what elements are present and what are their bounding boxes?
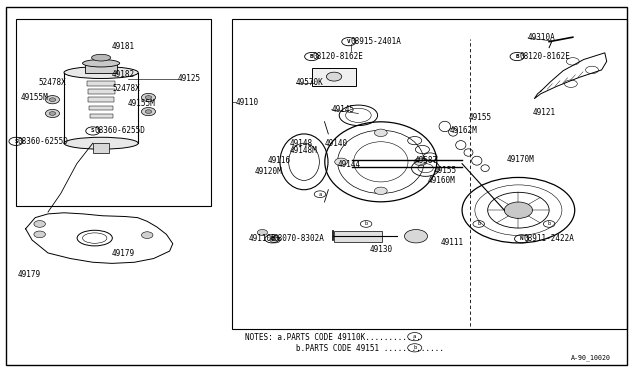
Text: 08070-8302A: 08070-8302A: [274, 234, 324, 243]
Ellipse shape: [64, 137, 138, 149]
Text: 49144: 49144: [338, 160, 361, 169]
Text: 49116: 49116: [268, 156, 291, 165]
Text: B: B: [515, 54, 519, 59]
Text: 49130: 49130: [370, 246, 393, 254]
Text: 49110B: 49110B: [248, 234, 276, 243]
Circle shape: [270, 237, 280, 243]
Bar: [87, 81, 115, 86]
Text: 49170M: 49170M: [507, 155, 534, 164]
Text: V: V: [347, 39, 351, 44]
Text: 49162M: 49162M: [449, 126, 477, 135]
Text: b: b: [365, 221, 367, 227]
Text: 08911-2422A: 08911-2422A: [524, 234, 574, 243]
Bar: [88, 89, 115, 94]
Circle shape: [45, 96, 60, 104]
Bar: [93, 143, 109, 153]
Text: 49140: 49140: [325, 139, 348, 148]
Bar: [90, 114, 113, 118]
Text: 49148: 49148: [289, 139, 312, 148]
Ellipse shape: [64, 67, 138, 78]
Text: 52478X: 52478X: [112, 84, 140, 93]
Bar: [89, 106, 113, 110]
Text: 49570K: 49570K: [296, 78, 323, 87]
Text: 49125: 49125: [178, 74, 201, 83]
Text: 49155: 49155: [468, 113, 492, 122]
Text: 08120-8162E: 08120-8162E: [520, 52, 570, 61]
Text: b.PARTS CODE 49151 .............: b.PARTS CODE 49151 .............: [245, 344, 444, 353]
Text: 49155M: 49155M: [128, 99, 156, 108]
Text: S: S: [91, 128, 95, 134]
Ellipse shape: [83, 60, 120, 67]
Text: 49181: 49181: [112, 42, 135, 51]
Circle shape: [45, 109, 60, 118]
Text: 08360-6255D: 08360-6255D: [95, 126, 145, 135]
Bar: [85, 64, 117, 73]
Bar: [312, 68, 356, 86]
Circle shape: [257, 230, 268, 235]
Circle shape: [145, 96, 152, 99]
Circle shape: [414, 158, 427, 166]
Text: 08120-8162E: 08120-8162E: [312, 52, 363, 61]
Text: 49182: 49182: [112, 70, 135, 79]
Text: 49155: 49155: [434, 166, 457, 175]
Circle shape: [145, 110, 152, 113]
Circle shape: [374, 187, 387, 195]
Text: S: S: [14, 139, 18, 144]
Circle shape: [49, 112, 56, 115]
Text: a: a: [319, 192, 321, 197]
Text: N: N: [520, 236, 524, 241]
Ellipse shape: [92, 54, 111, 61]
Text: B: B: [310, 54, 314, 59]
Circle shape: [404, 230, 428, 243]
Text: a: a: [413, 334, 417, 339]
Text: 49148M: 49148M: [289, 146, 317, 155]
Circle shape: [34, 231, 45, 238]
Text: 08915-2401A: 08915-2401A: [351, 37, 401, 46]
Circle shape: [141, 108, 156, 116]
Text: 49179: 49179: [18, 270, 41, 279]
Text: 49310A: 49310A: [528, 33, 556, 42]
Circle shape: [326, 72, 342, 81]
Text: 49110: 49110: [236, 98, 259, 107]
Circle shape: [504, 202, 532, 218]
Text: 49120M: 49120M: [255, 167, 282, 176]
Text: 49587: 49587: [415, 156, 438, 165]
Bar: [334, 231, 382, 242]
Circle shape: [34, 221, 45, 227]
Text: 49111: 49111: [440, 238, 463, 247]
Text: A-90_10020: A-90_10020: [571, 355, 611, 361]
Bar: [232, 19, 627, 329]
Text: B: B: [270, 236, 274, 241]
Bar: [88, 97, 114, 102]
Circle shape: [335, 158, 348, 166]
Text: b: b: [413, 345, 417, 350]
Text: 52478X: 52478X: [38, 78, 66, 87]
Circle shape: [49, 98, 56, 102]
Text: b: b: [477, 221, 480, 227]
Circle shape: [141, 93, 156, 102]
Text: 49145: 49145: [332, 105, 355, 114]
Circle shape: [374, 129, 387, 137]
Text: 49121: 49121: [532, 108, 556, 117]
Text: 49155M: 49155M: [20, 93, 48, 102]
Circle shape: [141, 232, 153, 238]
Text: 08360-6255D: 08360-6255D: [18, 137, 68, 146]
Text: 49160M: 49160M: [428, 176, 455, 185]
Text: NOTES: a.PARTS CODE 49110K............: NOTES: a.PARTS CODE 49110K............: [245, 333, 421, 342]
Bar: [16, 19, 211, 206]
Text: b: b: [548, 221, 550, 227]
Text: 49179: 49179: [112, 249, 135, 258]
